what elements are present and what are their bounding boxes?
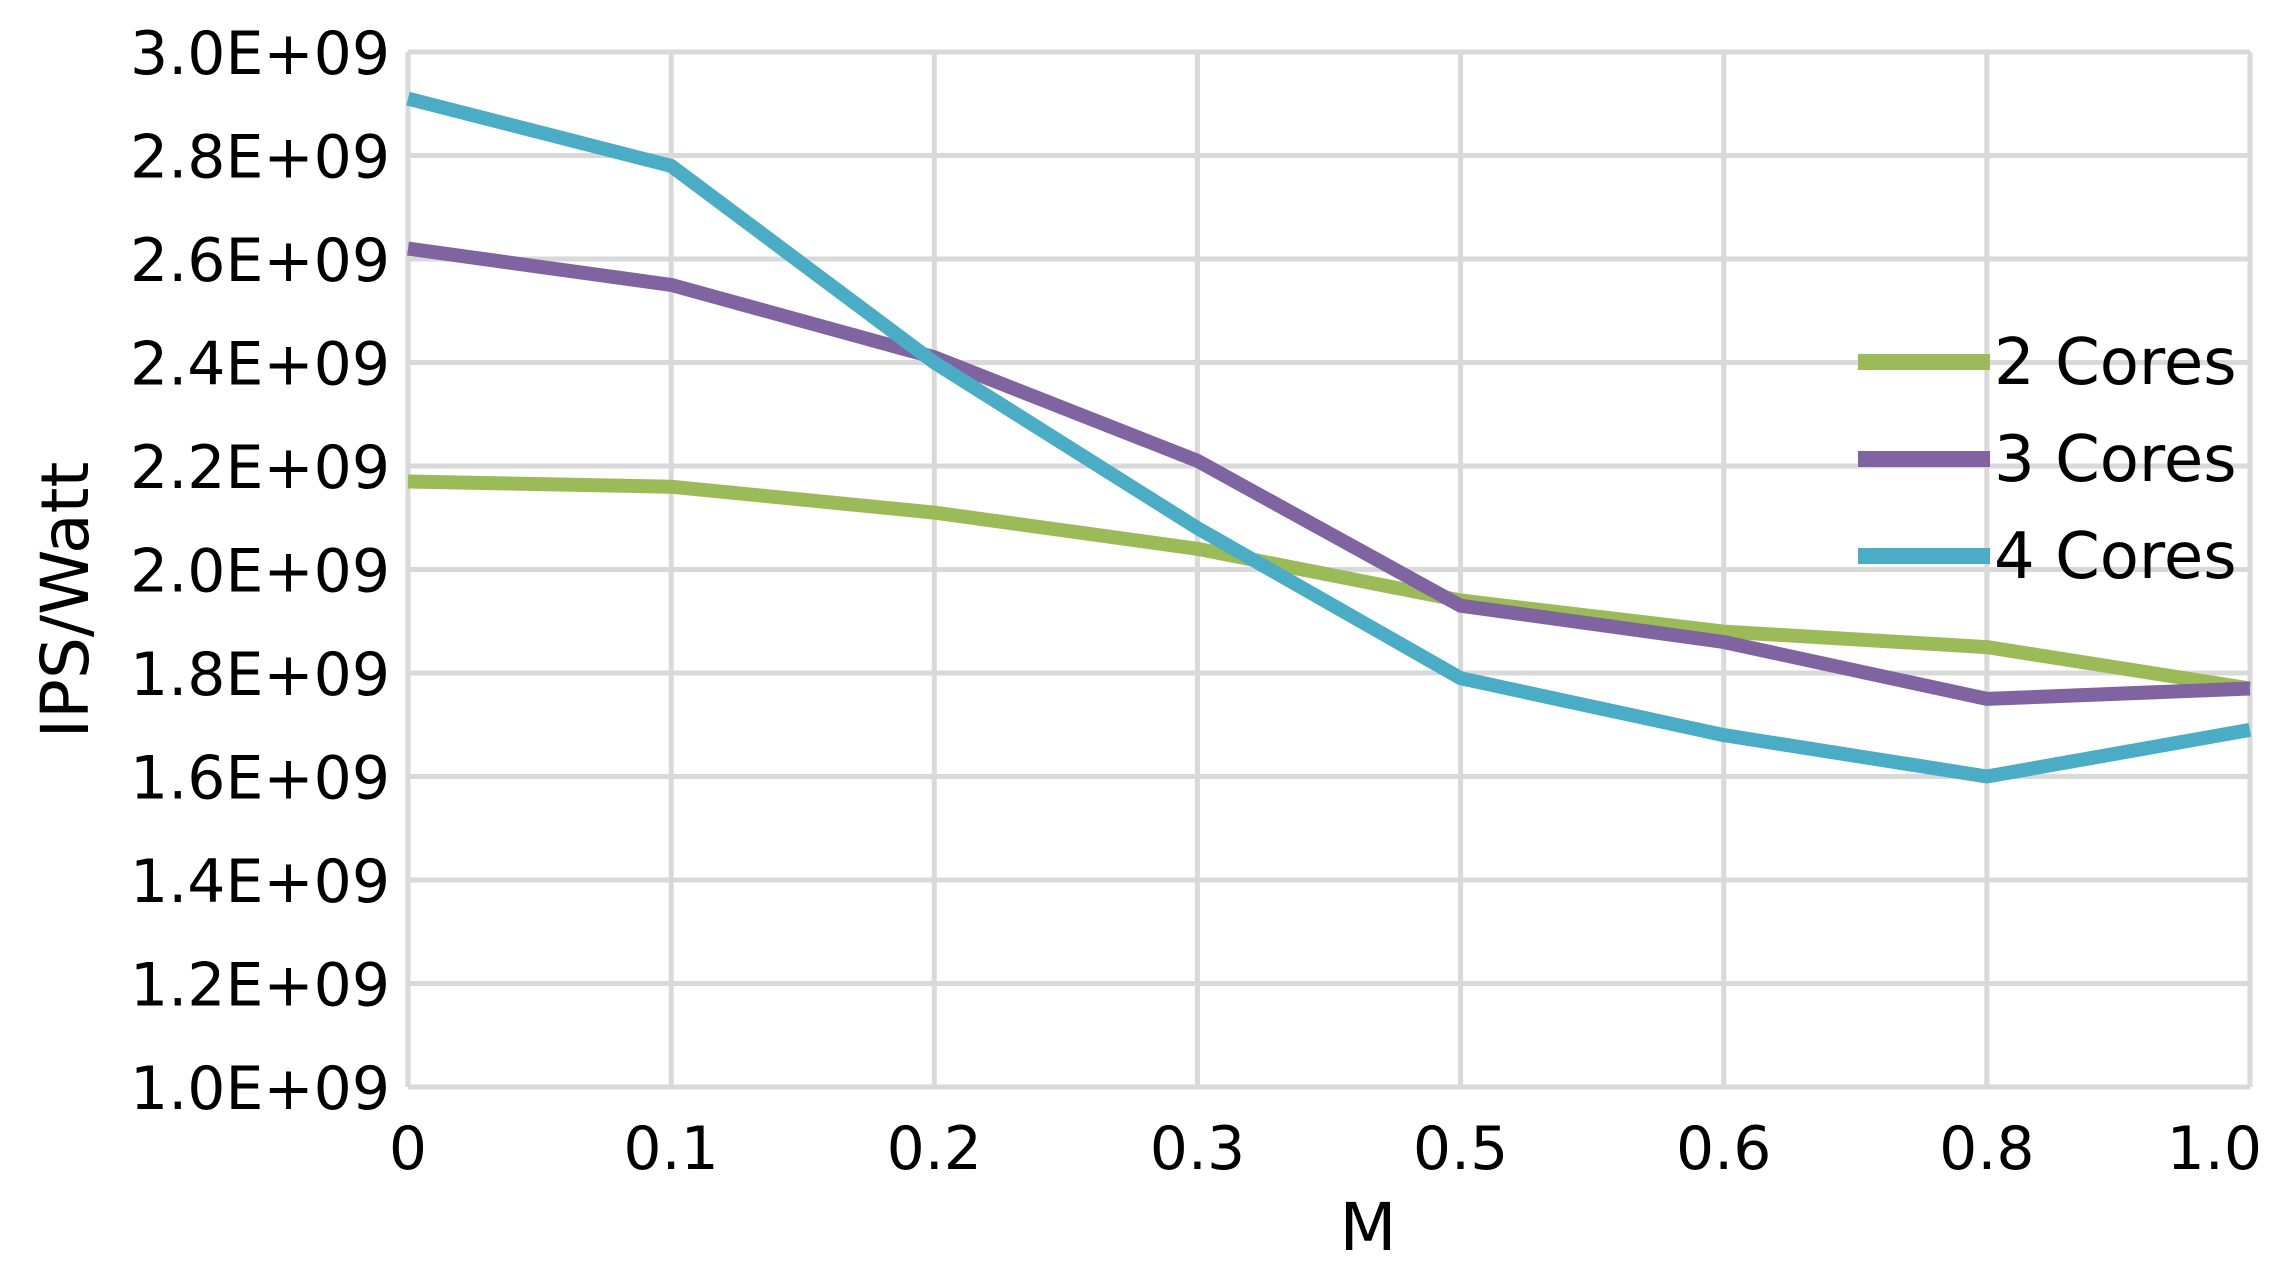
x-axis-title: M (1340, 1189, 1397, 1266)
y-tick-label: 1.0E+09 (130, 1054, 390, 1124)
y-tick-label: 2.0E+09 (130, 537, 390, 607)
legend: 2 Cores 3 Cores 4 Cores (1858, 326, 2237, 594)
x-tick-label: 0 (389, 1114, 427, 1184)
y-tick-label: 1.4E+09 (130, 847, 390, 917)
y-axis-title: IPS/Watt (27, 462, 104, 739)
y-tick-label: 2.2E+09 (130, 433, 390, 503)
series-line-4-cores (406, 91, 2252, 784)
y-tick-label: 2.8E+09 (130, 123, 390, 193)
y-tick-label: 3.0E+09 (130, 19, 390, 89)
y-tick-label: 1.6E+09 (130, 744, 390, 814)
x-tick-label: 0.3 (1150, 1114, 1245, 1184)
series-line-2-cores (407, 474, 2252, 696)
legend-label: 2 Cores (1994, 326, 2237, 400)
x-tick-label: 0.1 (623, 1114, 718, 1184)
y-tick-label: 2.6E+09 (130, 226, 390, 296)
series-line-3-cores (407, 241, 2251, 706)
y-axis-ticks: 1.0E+09 1.2E+09 1.4E+09 1.6E+09 1.8E+09 2.0E+… (130, 19, 390, 1124)
y-tick-label: 1.8E+09 (130, 640, 390, 710)
x-tick-label: 0.8 (1939, 1114, 2034, 1184)
x-tick-label: 0.6 (1676, 1114, 1771, 1184)
legend-label: 4 Cores (1994, 520, 2237, 594)
x-tick-label: 1.0 (2167, 1114, 2262, 1184)
y-tick-label: 1.2E+09 (130, 951, 390, 1021)
x-tick-label: 0.5 (1413, 1114, 1508, 1184)
legend-label: 3 Cores (1994, 423, 2237, 497)
series-layer (406, 91, 2252, 784)
x-tick-label: 0.2 (887, 1114, 982, 1184)
y-tick-label: 2.4E+09 (130, 330, 390, 400)
x-axis-ticks: 0 0.1 0.2 0.3 0.5 0.6 0.8 1.0 (389, 1114, 2262, 1184)
